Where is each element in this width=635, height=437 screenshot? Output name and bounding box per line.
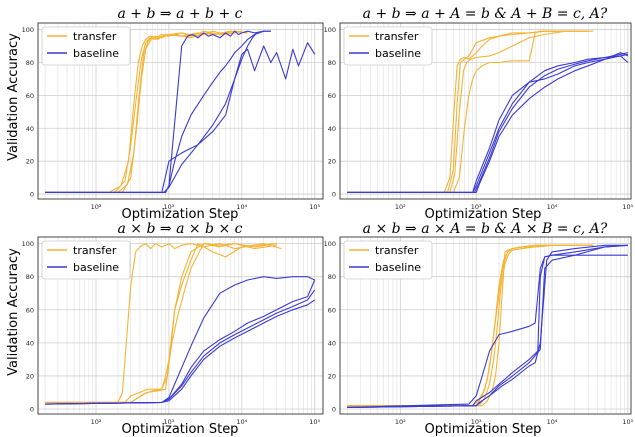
x-tick-label: 10⁴ <box>236 203 247 211</box>
x-axis-label-top-right: Optimization Step <box>425 207 542 222</box>
y-tick-label: 100 <box>22 26 34 34</box>
series-line-baseline <box>45 30 264 193</box>
x-tick-label: 10² <box>91 203 102 211</box>
plot-frame <box>339 236 632 415</box>
x-tick-label: 10³ <box>471 203 482 211</box>
x-tick-label: 10⁵ <box>622 418 633 426</box>
chart-panel-3: a × b ⇒ a × b × c 0 20 40 60 80 100 10² 10³ 10⁴ 10… <box>22 221 324 426</box>
legend-label-baseline: baseline <box>375 261 421 274</box>
chart-title: a + b ⇒ a + A = b & A + B = c, A? <box>363 6 608 22</box>
y-tick-label: 100 <box>324 240 336 248</box>
x-tick-label: 10² <box>91 418 102 426</box>
series-line-transfer <box>347 30 589 193</box>
plot-frame <box>339 22 632 200</box>
y-tick-label: 40 <box>26 125 34 133</box>
x-tick-label: 10⁴ <box>547 418 558 426</box>
x-tick-label: 10² <box>395 418 406 426</box>
chart-title: a + b ⇒ a + b + c <box>118 6 243 22</box>
series-line-baseline <box>347 53 629 193</box>
chart-title: a × b ⇒ a × A = b & A × B = c, A? <box>363 221 608 237</box>
y-tick-label: 0 <box>332 191 336 199</box>
x-tick-label: 10⁵ <box>309 203 320 211</box>
y-tick-label: 0 <box>30 191 34 199</box>
series-line-baseline <box>347 254 628 408</box>
y-tick-label: 60 <box>26 92 34 100</box>
series-line-baseline <box>347 52 629 193</box>
y-axis-label-bottom: Validation Accuracy <box>6 248 21 376</box>
series-line-baseline <box>45 42 316 193</box>
series-line-transfer <box>45 30 248 193</box>
x-axis-label-bottom-right: Optimization Step <box>425 422 542 437</box>
series-line-baseline <box>45 279 316 405</box>
x-axis-label-top-left: Optimization Step <box>122 207 239 222</box>
series-line-transfer <box>45 243 277 403</box>
y-tick-label: 0 <box>332 406 336 414</box>
y-tick-label: 100 <box>324 26 336 34</box>
legend-label-transfer: transfer <box>375 30 419 43</box>
chart-panels: a + b ⇒ a + b + c 0 20 40 60 80 100 10² 10³ 10⁴ 10… <box>22 6 634 426</box>
series-line-baseline <box>347 244 628 408</box>
legend-label-baseline: baseline <box>375 47 421 60</box>
series-line-baseline <box>347 244 628 408</box>
x-tick-label: 10⁴ <box>236 418 247 426</box>
legend: transfer baseline <box>343 240 433 280</box>
x-tick-label: 10³ <box>471 418 482 426</box>
y-tick-label: 20 <box>328 158 336 166</box>
y-tick-label: 20 <box>26 372 34 380</box>
legend: transfer baseline <box>41 240 131 280</box>
chart-title: a × b ⇒ a × b × c <box>118 221 243 237</box>
y-tick-label: 20 <box>328 372 336 380</box>
y-tick-label: 0 <box>30 406 34 414</box>
series-line-baseline <box>45 299 316 405</box>
series-line-transfer <box>347 30 594 193</box>
legend-label-transfer: transfer <box>73 30 117 43</box>
y-tick-label: 100 <box>22 240 34 248</box>
x-tick-label: 10⁵ <box>622 203 633 211</box>
y-tick-label: 40 <box>328 125 336 133</box>
series-line-transfer <box>347 244 594 407</box>
legend-label-baseline: baseline <box>73 47 119 60</box>
y-tick-label: 60 <box>26 306 34 314</box>
series-line-baseline <box>45 289 316 405</box>
y-tick-label: 80 <box>328 59 336 67</box>
x-axis-label-bottom-left: Optimization Step <box>122 422 239 437</box>
plot-frame <box>37 236 324 415</box>
chart-panel-2: a + b ⇒ a + A = b & A + B = c, A? 0 20 40 60… <box>324 6 634 211</box>
legend-label-baseline: baseline <box>73 261 119 274</box>
plot-frame <box>37 22 324 200</box>
x-tick-label: 10² <box>395 203 406 211</box>
x-tick-label: 10³ <box>163 203 174 211</box>
legend-label-transfer: transfer <box>73 244 117 257</box>
chart-panel-1: a + b ⇒ a + b + c 0 20 40 60 80 100 10² 10³ 10⁴ 10… <box>22 6 324 211</box>
x-tick-label: 10⁵ <box>309 418 320 426</box>
legend: transfer baseline <box>343 26 433 66</box>
series-line-baseline <box>347 244 628 408</box>
series-line-baseline <box>347 55 629 193</box>
series-line-baseline <box>45 30 271 193</box>
series-line-transfer <box>45 243 277 403</box>
legend: transfer baseline <box>41 26 131 66</box>
y-tick-label: 80 <box>26 59 34 67</box>
y-tick-label: 80 <box>328 273 336 281</box>
series-line-baseline <box>45 276 315 405</box>
y-tick-label: 60 <box>328 92 336 100</box>
y-tick-label: 40 <box>328 339 336 347</box>
x-tick-label: 10³ <box>163 418 174 426</box>
series-line-baseline <box>45 30 271 193</box>
series-line-baseline <box>347 52 629 193</box>
legend-label-transfer: transfer <box>375 244 419 257</box>
y-tick-label: 20 <box>26 158 34 166</box>
y-tick-label: 60 <box>328 306 336 314</box>
chart-panel-4: a × b ⇒ a × A = b & A × B = c, A? 0 20 40 60… <box>324 221 634 426</box>
x-tick-label: 10⁴ <box>547 203 558 211</box>
y-axis-label-top: Validation Accuracy <box>6 33 21 161</box>
y-tick-label: 40 <box>26 339 34 347</box>
series-line-transfer <box>45 30 242 193</box>
y-tick-label: 80 <box>26 273 34 281</box>
